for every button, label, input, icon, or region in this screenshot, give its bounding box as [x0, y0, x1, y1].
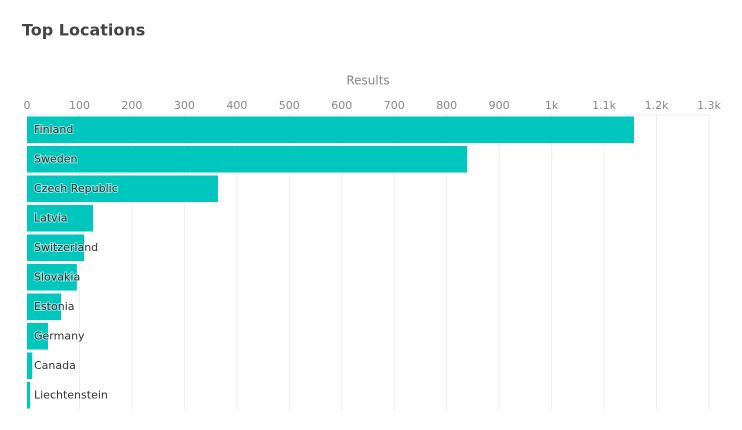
x-tick-label: 1k [545, 99, 559, 112]
category-label: Canada [34, 359, 76, 372]
bar [27, 352, 33, 380]
x-tick-label: 500 [279, 99, 300, 112]
bar [27, 263, 77, 291]
bar [27, 234, 85, 262]
x-tick-label: 1.3k [697, 99, 721, 112]
category-label: Estonia [34, 300, 75, 313]
x-tick-label: 900 [489, 99, 510, 112]
x-tick-label: 300 [174, 99, 195, 112]
x-tick-label: 400 [226, 99, 247, 112]
x-tick-label: 600 [331, 99, 352, 112]
x-tick-label: 100 [69, 99, 90, 112]
bar [27, 381, 31, 409]
category-label: Switzerland [34, 241, 98, 254]
bar [27, 145, 468, 173]
category-label: Slovakia [34, 270, 80, 283]
category-label: Finland [34, 123, 73, 136]
bar [27, 204, 94, 232]
bar [27, 175, 218, 203]
x-tick-label: 0 [24, 99, 31, 112]
category-label: Liechtenstein [34, 388, 108, 401]
category-label: Sweden [34, 152, 77, 165]
category-label: Germany [34, 329, 85, 342]
category-label: Czech Republic [34, 182, 118, 195]
x-tick-label: 1.1k [592, 99, 616, 112]
x-axis-title: Results [346, 74, 389, 88]
chart-title: Top Locations [22, 21, 145, 40]
bar [27, 322, 48, 350]
x-tick-label: 1.2k [645, 99, 669, 112]
x-tick-label: 800 [436, 99, 457, 112]
category-label: Latvia [34, 211, 68, 224]
x-tick-label: 200 [121, 99, 142, 112]
bar [27, 116, 634, 144]
bar [27, 293, 62, 321]
x-tick-label: 700 [384, 99, 405, 112]
